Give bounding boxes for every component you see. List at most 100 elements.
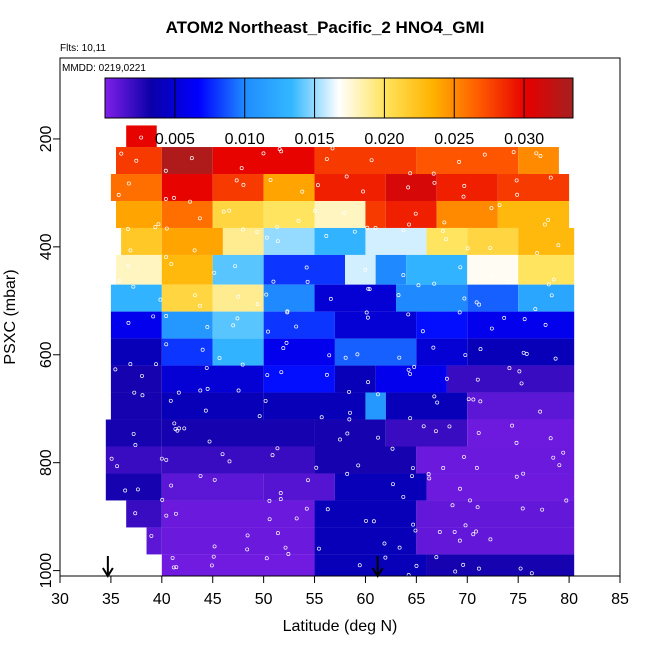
sample-point (255, 229, 260, 234)
colorbar-tick-label: 0.010 (225, 131, 265, 148)
colorbar-tick-label: 0.020 (364, 131, 404, 148)
heatmap-cell (314, 554, 427, 576)
sample-point (134, 158, 139, 163)
heatmap-cell (105, 419, 162, 447)
heatmap-cell (161, 500, 315, 528)
sample-point (126, 320, 131, 325)
sample-point (278, 497, 283, 502)
sample-point (533, 307, 538, 312)
sample-point (426, 472, 431, 477)
heatmap-cell (314, 446, 417, 474)
sample-point (408, 371, 413, 376)
x-axis: 30 35 40 45 50 55 60 65 70 75 80 85 (51, 575, 629, 608)
sample-point (271, 279, 276, 284)
sample-point (433, 429, 438, 434)
sample-point (159, 456, 164, 461)
sample-point (119, 151, 124, 156)
sample-point (538, 153, 543, 158)
sample-point (432, 180, 437, 185)
sample-point (304, 506, 309, 511)
colorbar-tick-label: 0.005 (155, 131, 195, 148)
sample-point (518, 566, 523, 571)
heatmap-cell (161, 200, 213, 228)
sample-point (212, 544, 217, 549)
sample-point (128, 362, 133, 367)
heatmap-cell (375, 254, 407, 285)
sample-point (416, 283, 421, 288)
y-axis-label: PSXC (mbar) (2, 269, 19, 364)
heatmap-cell (385, 200, 437, 228)
heatmap-cell (497, 174, 570, 201)
sample-point (356, 463, 361, 468)
sample-point (474, 465, 479, 470)
heatmap-cell (263, 200, 315, 228)
sample-point (164, 342, 169, 347)
sample-point (220, 452, 225, 457)
sample-point (172, 195, 176, 200)
sample-point (406, 367, 411, 372)
heatmap-cell (212, 174, 264, 201)
y-tick-label: 1000 (38, 553, 55, 589)
heatmap-cell (416, 147, 519, 175)
sample-point (355, 352, 360, 357)
sample-point (123, 488, 128, 493)
sample-point (461, 194, 466, 199)
y-tick-label: 600 (38, 341, 55, 368)
sample-point (441, 466, 446, 470)
sample-point (342, 210, 347, 215)
sample-point (261, 151, 266, 156)
heatmap-cell (121, 227, 162, 255)
sample-point (444, 376, 449, 381)
sample-point (489, 326, 494, 331)
sample-point (345, 431, 350, 436)
sample-point (172, 421, 177, 426)
x-tick-label: 55 (306, 591, 324, 608)
sample-point (434, 555, 439, 560)
sample-point (471, 397, 476, 402)
sample-point (117, 279, 122, 284)
sample-point (529, 571, 534, 576)
heatmap-cell (161, 554, 315, 576)
sample-point (227, 459, 232, 464)
sample-point (198, 303, 202, 308)
heatmap-cell (161, 227, 223, 255)
heatmap-cell (518, 227, 575, 255)
sample-point (169, 262, 174, 266)
sample-point (357, 563, 362, 568)
sample-point (471, 532, 476, 537)
heatmap-cell (116, 147, 162, 175)
sample-point (476, 430, 481, 435)
sample-point (407, 222, 411, 227)
heatmap-cell (110, 392, 162, 420)
sample-point (153, 225, 158, 230)
sample-point (330, 146, 335, 151)
sample-point (158, 297, 163, 302)
sample-point (264, 292, 269, 297)
sample-point (207, 439, 212, 444)
sample-point (245, 547, 250, 552)
heatmap-cell (263, 473, 335, 501)
chart-title: ATOM2 Northeast_Pacific_2 HNO4_GMI (165, 18, 485, 37)
sample-point (140, 373, 144, 378)
sample-point (116, 192, 121, 197)
sample-point (264, 235, 269, 240)
heatmap-cell (263, 365, 335, 393)
colorbar-tick-label: 0.025 (434, 131, 474, 148)
sample-point (364, 518, 368, 523)
sample-point (515, 192, 520, 197)
heatmap-cell (161, 254, 213, 285)
sample-point (227, 208, 232, 213)
x-tick-label: 75 (509, 591, 527, 608)
sample-point (140, 393, 145, 398)
sample-point (344, 174, 349, 179)
sample-point (427, 476, 432, 481)
sample-point (241, 182, 246, 187)
sample-point (397, 355, 402, 360)
sample-point (361, 189, 366, 194)
sample-point (128, 248, 133, 253)
sample-point (176, 390, 181, 395)
sample-point (283, 545, 288, 550)
sample-point (204, 365, 209, 370)
sample-point (275, 224, 280, 229)
heatmap-cell (263, 338, 335, 366)
